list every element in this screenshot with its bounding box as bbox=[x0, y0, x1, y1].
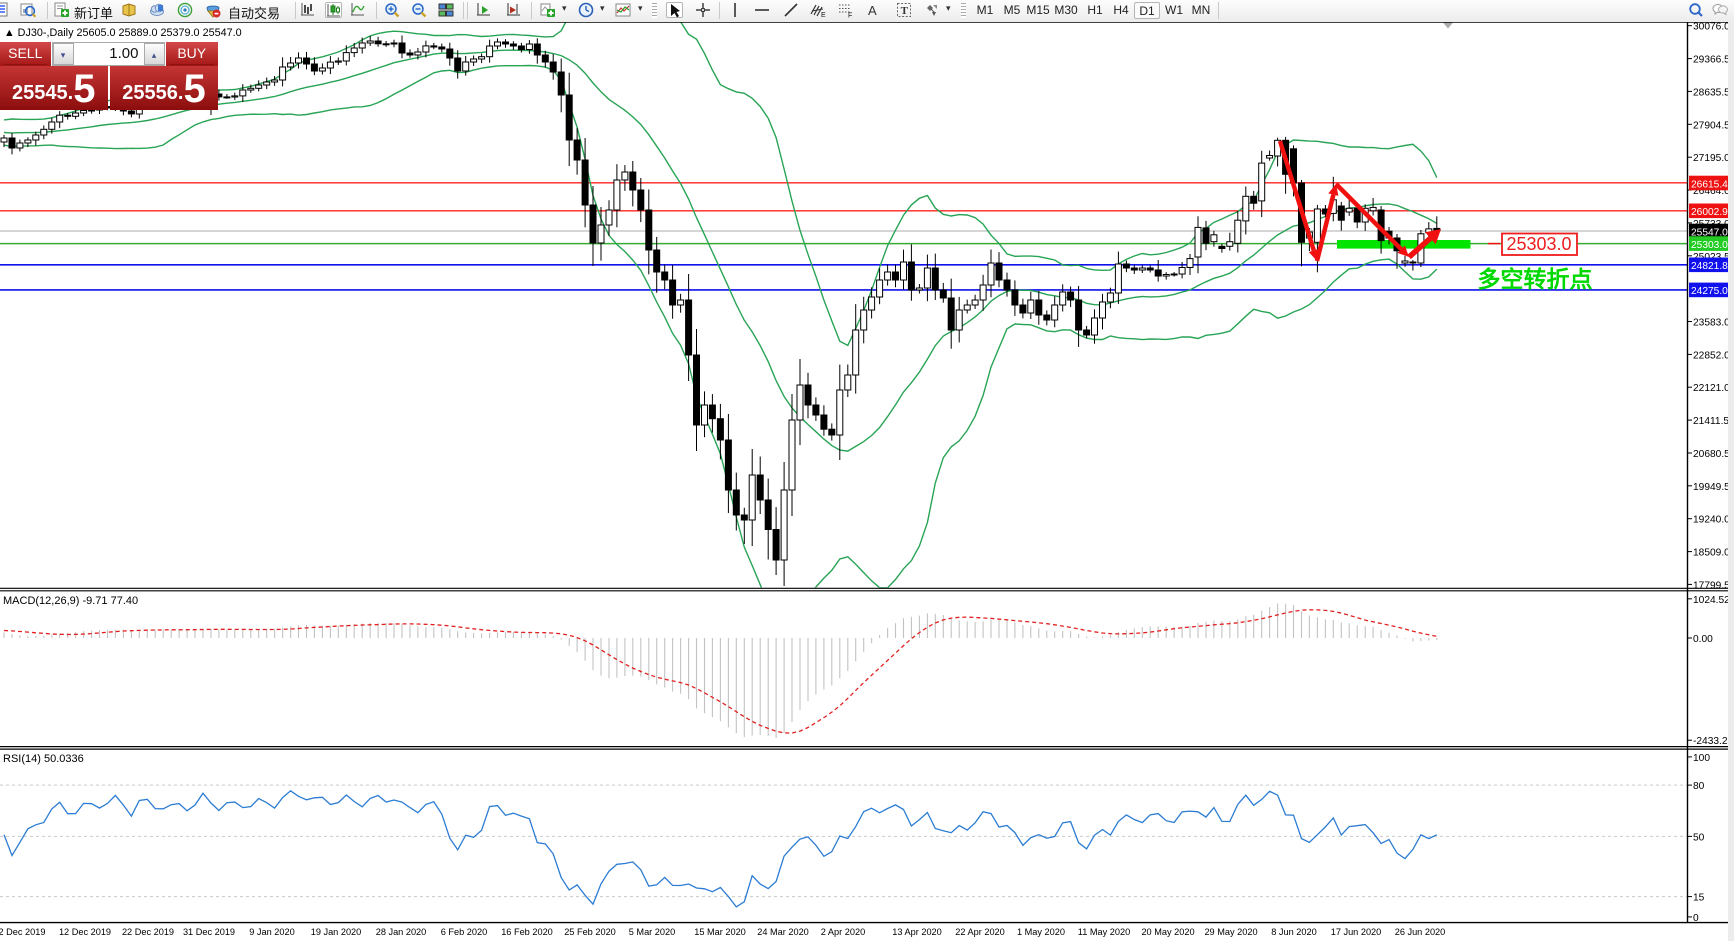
svg-text:MACD(12,26,9) -9.71 77.40: MACD(12,26,9) -9.71 77.40 bbox=[3, 595, 138, 607]
svg-text:27195.0: 27195.0 bbox=[1693, 153, 1730, 164]
svg-text:1024.52: 1024.52 bbox=[1693, 595, 1730, 606]
svg-text:22121.0: 22121.0 bbox=[1693, 383, 1730, 394]
svg-text:24821.8: 24821.8 bbox=[1691, 261, 1728, 272]
svg-text:24 Mar 2020: 24 Mar 2020 bbox=[757, 927, 809, 937]
svg-text:26 Jun 2020: 26 Jun 2020 bbox=[1395, 927, 1446, 937]
svg-text:T: T bbox=[901, 5, 909, 17]
svg-text:29 May 2020: 29 May 2020 bbox=[1204, 927, 1257, 937]
svg-text:19 Jan 2020: 19 Jan 2020 bbox=[311, 927, 362, 937]
svg-text:18509.0: 18509.0 bbox=[1693, 548, 1730, 559]
svg-text:25303.0: 25303.0 bbox=[1506, 234, 1571, 254]
svg-text:25 Feb 2020: 25 Feb 2020 bbox=[564, 927, 616, 937]
svg-text:17 Jun 2020: 17 Jun 2020 bbox=[1331, 927, 1382, 937]
svg-text:17799.5: 17799.5 bbox=[1693, 580, 1730, 591]
svg-text:多空转折点: 多空转折点 bbox=[1478, 266, 1593, 292]
svg-text:25303.0: 25303.0 bbox=[1691, 240, 1728, 251]
svg-text:26002.9: 26002.9 bbox=[1691, 207, 1728, 218]
svg-text:13 Apr 2020: 13 Apr 2020 bbox=[892, 927, 942, 937]
svg-text:29366.5: 29366.5 bbox=[1693, 55, 1730, 66]
svg-text:E: E bbox=[821, 12, 826, 18]
svg-text:22852.0: 22852.0 bbox=[1693, 350, 1730, 361]
svg-text:21411.5: 21411.5 bbox=[1693, 416, 1729, 427]
svg-text:0: 0 bbox=[1693, 913, 1699, 924]
svg-text:27904.5: 27904.5 bbox=[1693, 120, 1730, 131]
svg-text:30076.0: 30076.0 bbox=[1693, 22, 1730, 33]
svg-text:5 Mar 2020: 5 Mar 2020 bbox=[629, 927, 675, 937]
svg-text:28635.5: 28635.5 bbox=[1693, 87, 1730, 98]
svg-text:24275.0: 24275.0 bbox=[1691, 286, 1728, 297]
svg-text:1 May 2020: 1 May 2020 bbox=[1017, 927, 1065, 937]
svg-text:19240.0: 19240.0 bbox=[1693, 515, 1730, 526]
svg-text:2 Dec 2019: 2 Dec 2019 bbox=[0, 927, 46, 937]
svg-text:100: 100 bbox=[1693, 753, 1710, 764]
svg-text:▲ DJ30-,Daily 25605.0 25889.0: ▲ DJ30-,Daily 25605.0 25889.0 25379.0 25… bbox=[4, 27, 242, 39]
svg-text:22 Apr 2020: 22 Apr 2020 bbox=[955, 927, 1005, 937]
svg-text:25023.5: 25023.5 bbox=[1693, 252, 1730, 263]
svg-text:F: F bbox=[848, 13, 852, 19]
svg-text:26464.0: 26464.0 bbox=[1693, 186, 1730, 197]
svg-text:9 Jan 2020: 9 Jan 2020 bbox=[249, 927, 294, 937]
svg-text:12 Dec 2019: 12 Dec 2019 bbox=[59, 927, 111, 937]
svg-text:26615.4: 26615.4 bbox=[1691, 179, 1728, 190]
svg-text:8 Jun 2020: 8 Jun 2020 bbox=[1271, 927, 1316, 937]
svg-text:31 Dec 2019: 31 Dec 2019 bbox=[183, 927, 235, 937]
svg-text:20 May 2020: 20 May 2020 bbox=[1141, 927, 1194, 937]
svg-text:16 Feb 2020: 16 Feb 2020 bbox=[501, 927, 553, 937]
svg-text:6 Feb 2020: 6 Feb 2020 bbox=[441, 927, 488, 937]
svg-text:28 Jan 2020: 28 Jan 2020 bbox=[376, 927, 427, 937]
svg-text:20680.5: 20680.5 bbox=[1693, 449, 1730, 460]
svg-text:RSI(14) 50.0336: RSI(14) 50.0336 bbox=[3, 753, 84, 765]
svg-text:2 Apr 2020: 2 Apr 2020 bbox=[821, 927, 865, 937]
svg-text:22 Dec 2019: 22 Dec 2019 bbox=[122, 927, 174, 937]
svg-text:80: 80 bbox=[1693, 781, 1705, 792]
svg-text:0.00: 0.00 bbox=[1693, 634, 1713, 645]
svg-text:50: 50 bbox=[1693, 832, 1705, 843]
svg-text:25547.0: 25547.0 bbox=[1691, 227, 1728, 238]
svg-text:19949.5: 19949.5 bbox=[1693, 482, 1730, 493]
svg-text:15 Mar 2020: 15 Mar 2020 bbox=[694, 927, 746, 937]
svg-text:23583.0: 23583.0 bbox=[1693, 318, 1730, 329]
svg-text:11 May 2020: 11 May 2020 bbox=[1078, 927, 1130, 937]
svg-text:15: 15 bbox=[1693, 893, 1705, 904]
svg-text:-2433.25: -2433.25 bbox=[1693, 736, 1734, 747]
